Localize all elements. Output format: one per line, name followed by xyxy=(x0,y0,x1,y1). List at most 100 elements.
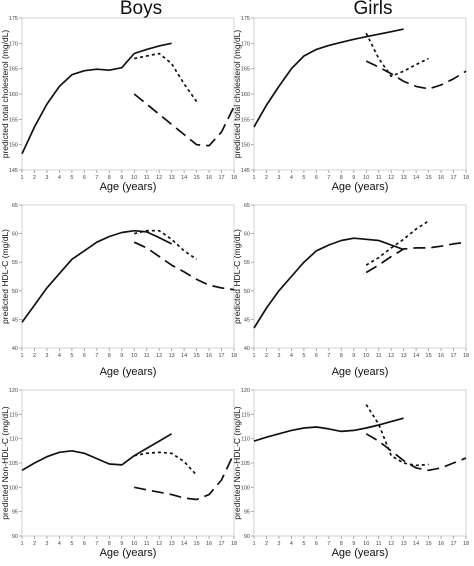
x-tick-label: 10 xyxy=(363,353,369,359)
y-tick-label: 40 xyxy=(12,346,18,352)
y-tick-label: 160 xyxy=(9,92,18,98)
y-tick-label: 65 xyxy=(12,203,18,209)
y-tick-label: 170 xyxy=(241,41,250,47)
x-tick-label: 2 xyxy=(33,175,36,181)
x-tick-label: 7 xyxy=(327,541,330,547)
y-tick-label: 120 xyxy=(9,388,18,394)
y-tick-label: 105 xyxy=(9,461,18,467)
x-tick-label: 9 xyxy=(120,353,123,359)
x-tick-label: 9 xyxy=(120,541,123,547)
x-tick-label: 8 xyxy=(108,353,111,359)
x-tick-label: 16 xyxy=(438,541,444,547)
x-axis-title: Age (years) xyxy=(332,547,389,559)
x-tick-label: 7 xyxy=(327,175,330,181)
x-tick-label: 8 xyxy=(108,175,111,181)
x-tick-label: 8 xyxy=(108,541,111,547)
x-tick-label: 3 xyxy=(45,353,48,359)
y-tick-label: 165 xyxy=(241,67,250,73)
plot-area-frame xyxy=(253,204,467,349)
x-tick-label: 13 xyxy=(169,175,175,181)
x-tick-label: 18 xyxy=(231,353,237,359)
y-tick-label: 120 xyxy=(241,388,250,394)
x-tick-label: 14 xyxy=(181,541,187,547)
x-tick-label: 9 xyxy=(352,353,355,359)
x-tick-label: 15 xyxy=(426,541,432,547)
series-line-dashed xyxy=(365,241,467,274)
x-tick-label: 8 xyxy=(340,541,343,547)
y-tick-label: 160 xyxy=(241,92,250,98)
x-tick-label: 1 xyxy=(20,541,23,547)
x-tick-label: 1 xyxy=(252,353,255,359)
x-tick-label: 7 xyxy=(95,353,98,359)
x-tick-label: 6 xyxy=(315,541,318,547)
x-tick-label: 18 xyxy=(463,175,469,181)
series-line-dashed xyxy=(133,93,235,147)
y-tick-label: 60 xyxy=(12,232,18,238)
x-tick-label: 3 xyxy=(45,175,48,181)
x-tick-label: 15 xyxy=(194,175,200,181)
x-tick-label: 17 xyxy=(218,541,224,547)
x-tick-label: 12 xyxy=(156,353,162,359)
y-tick-label: 40 xyxy=(244,346,250,352)
x-tick-label: 16 xyxy=(438,175,444,181)
x-tick-label: 9 xyxy=(120,175,123,181)
y-tick-label: 50 xyxy=(244,289,250,295)
y-tick-label: 45 xyxy=(244,317,250,323)
x-tick-label: 11 xyxy=(376,541,382,547)
series-line-dashed xyxy=(365,433,467,472)
y-tick-label: 45 xyxy=(12,317,18,323)
x-axis-title: Age (years) xyxy=(332,181,389,193)
y-tick-label: 90 xyxy=(244,534,250,540)
x-tick-label: 10 xyxy=(131,353,137,359)
x-tick-label: 15 xyxy=(194,541,200,547)
x-tick-label: 17 xyxy=(218,175,224,181)
series-line-dashed xyxy=(133,241,235,291)
series-line-solid xyxy=(253,28,404,128)
x-tick-label: 16 xyxy=(206,175,212,181)
y-tick-label: 50 xyxy=(12,289,18,295)
plot-area-frame xyxy=(253,389,467,537)
y-tick-label: 95 xyxy=(12,510,18,516)
y-axis-title: predicted Non-HDL-C (mg/dL) xyxy=(0,406,10,520)
y-tick-label: 115 xyxy=(241,412,250,418)
series-line-solid xyxy=(21,42,172,155)
x-tick-label: 2 xyxy=(265,541,268,547)
x-tick-label: 7 xyxy=(327,353,330,359)
x-tick-label: 14 xyxy=(181,175,187,181)
x-tick-label: 17 xyxy=(450,175,456,181)
x-tick-label: 14 xyxy=(413,541,419,547)
x-tick-label: 15 xyxy=(426,353,432,359)
x-tick-label: 3 xyxy=(277,175,280,181)
x-tick-label: 18 xyxy=(463,353,469,359)
x-tick-label: 2 xyxy=(33,353,36,359)
y-tick-label: 110 xyxy=(241,437,250,443)
x-tick-label: 10 xyxy=(363,175,369,181)
x-axis-title: Age (years) xyxy=(332,366,389,378)
x-tick-label: 6 xyxy=(83,541,86,547)
x-axis-title: Age (years) xyxy=(100,547,157,559)
x-tick-label: 4 xyxy=(58,353,61,359)
x-tick-label: 6 xyxy=(315,175,318,181)
y-tick-label: 100 xyxy=(241,485,250,491)
series-line-dotted xyxy=(365,220,430,266)
x-tick-label: 17 xyxy=(450,541,456,547)
x-tick-label: 14 xyxy=(413,353,419,359)
series-line-dotted xyxy=(134,52,198,103)
series-line-solid xyxy=(21,229,172,323)
x-tick-label: 1 xyxy=(20,353,23,359)
y-tick-label: 60 xyxy=(244,232,250,238)
x-tick-label: 10 xyxy=(131,175,137,181)
x-tick-label: 4 xyxy=(290,175,293,181)
x-tick-label: 4 xyxy=(58,541,61,547)
x-tick-label: 13 xyxy=(401,541,407,547)
y-tick-label: 150 xyxy=(9,143,18,149)
y-tick-label: 155 xyxy=(9,117,18,123)
y-tick-label: 165 xyxy=(9,67,18,73)
plot-area-frame xyxy=(21,389,235,537)
x-tick-label: 7 xyxy=(95,175,98,181)
x-tick-label: 12 xyxy=(156,175,162,181)
series-line-dotted xyxy=(134,229,198,261)
y-tick-label: 95 xyxy=(244,510,250,516)
x-tick-label: 16 xyxy=(438,353,444,359)
y-tick-label: 55 xyxy=(244,260,250,266)
